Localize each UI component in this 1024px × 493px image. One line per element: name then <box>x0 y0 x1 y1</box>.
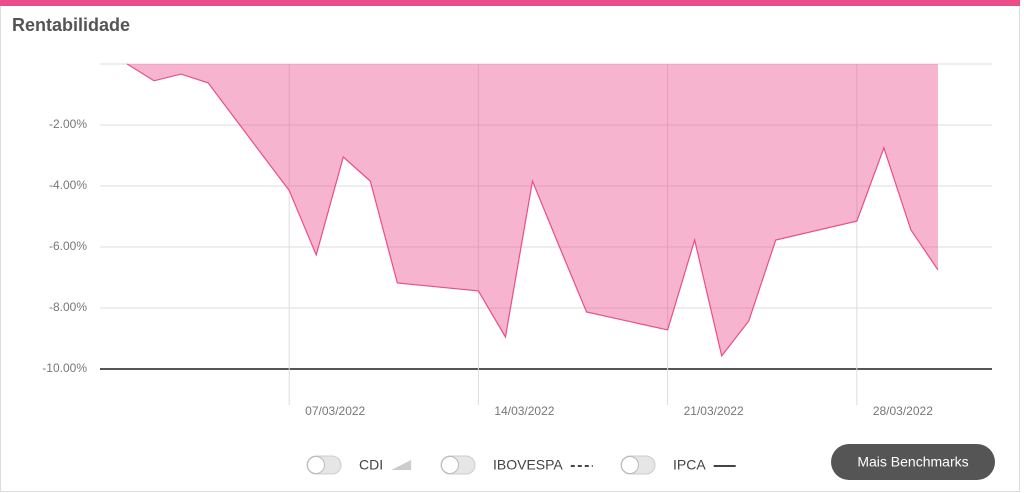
y-tick-label: -6.00% <box>49 239 87 253</box>
y-tick-label: -10.00% <box>42 361 87 375</box>
x-tick-label: 14/03/2022 <box>494 404 554 418</box>
x-tick-label: 07/03/2022 <box>305 404 365 418</box>
benchmark-toggle[interactable]: IPCA <box>620 455 736 475</box>
more-button[interactable]: Mais Benchmarks <box>831 444 995 480</box>
y-tick-label: -8.00% <box>49 300 87 314</box>
line <box>126 63 939 358</box>
benchmark-toggle[interactable]: IBOVESPA <box>440 455 593 475</box>
x-tick-label: 21/03/2022 <box>684 404 744 418</box>
benchmark-label[interactable]: IBOVESPA <box>493 457 563 473</box>
top-bar <box>0 0 1020 6</box>
toggle-knob[interactable] <box>307 456 325 474</box>
benchmark-label[interactable]: IPCA <box>673 457 706 473</box>
x-tick-label: 28/03/2022 <box>873 404 933 418</box>
toggle-knob[interactable] <box>621 456 639 474</box>
chart-title: Rentabilidade <box>12 15 130 35</box>
benchmark-label[interactable]: CDI <box>359 457 383 473</box>
area <box>127 64 938 356</box>
y-tick-label: -4.00% <box>49 178 87 192</box>
toggle-knob[interactable] <box>441 456 459 474</box>
benchmark-icon <box>391 460 412 470</box>
benchmark-toggle[interactable]: CDI <box>306 455 412 475</box>
y-tick-label: -2.00% <box>49 117 87 131</box>
button-label[interactable]: Mais Benchmarks <box>857 454 968 470</box>
